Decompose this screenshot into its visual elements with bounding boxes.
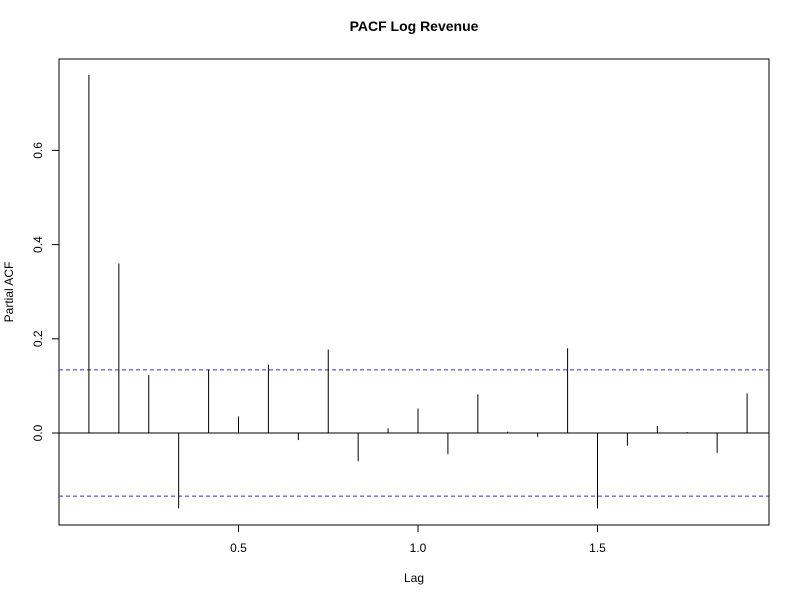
x-tick-label: 0.5 xyxy=(230,541,247,555)
y-tick-label: 0.6 xyxy=(31,142,45,159)
y-tick-label: 0.0 xyxy=(31,424,45,441)
plot-marks: 0.5 1.0 1.5 0.0 0.2 0.4 0.6 xyxy=(31,75,769,555)
plot-frame xyxy=(58,58,770,526)
x-tick-label: 1.0 xyxy=(410,541,427,555)
y-tick-label: 0.4 xyxy=(31,236,45,253)
y-tick-label: 0.2 xyxy=(31,330,45,347)
y-axis-label: Partial ACF xyxy=(2,262,16,323)
chart-title: PACF Log Revenue xyxy=(350,18,479,34)
x-tick-label: 1.5 xyxy=(589,541,606,555)
x-axis-label: Lag xyxy=(404,571,424,585)
